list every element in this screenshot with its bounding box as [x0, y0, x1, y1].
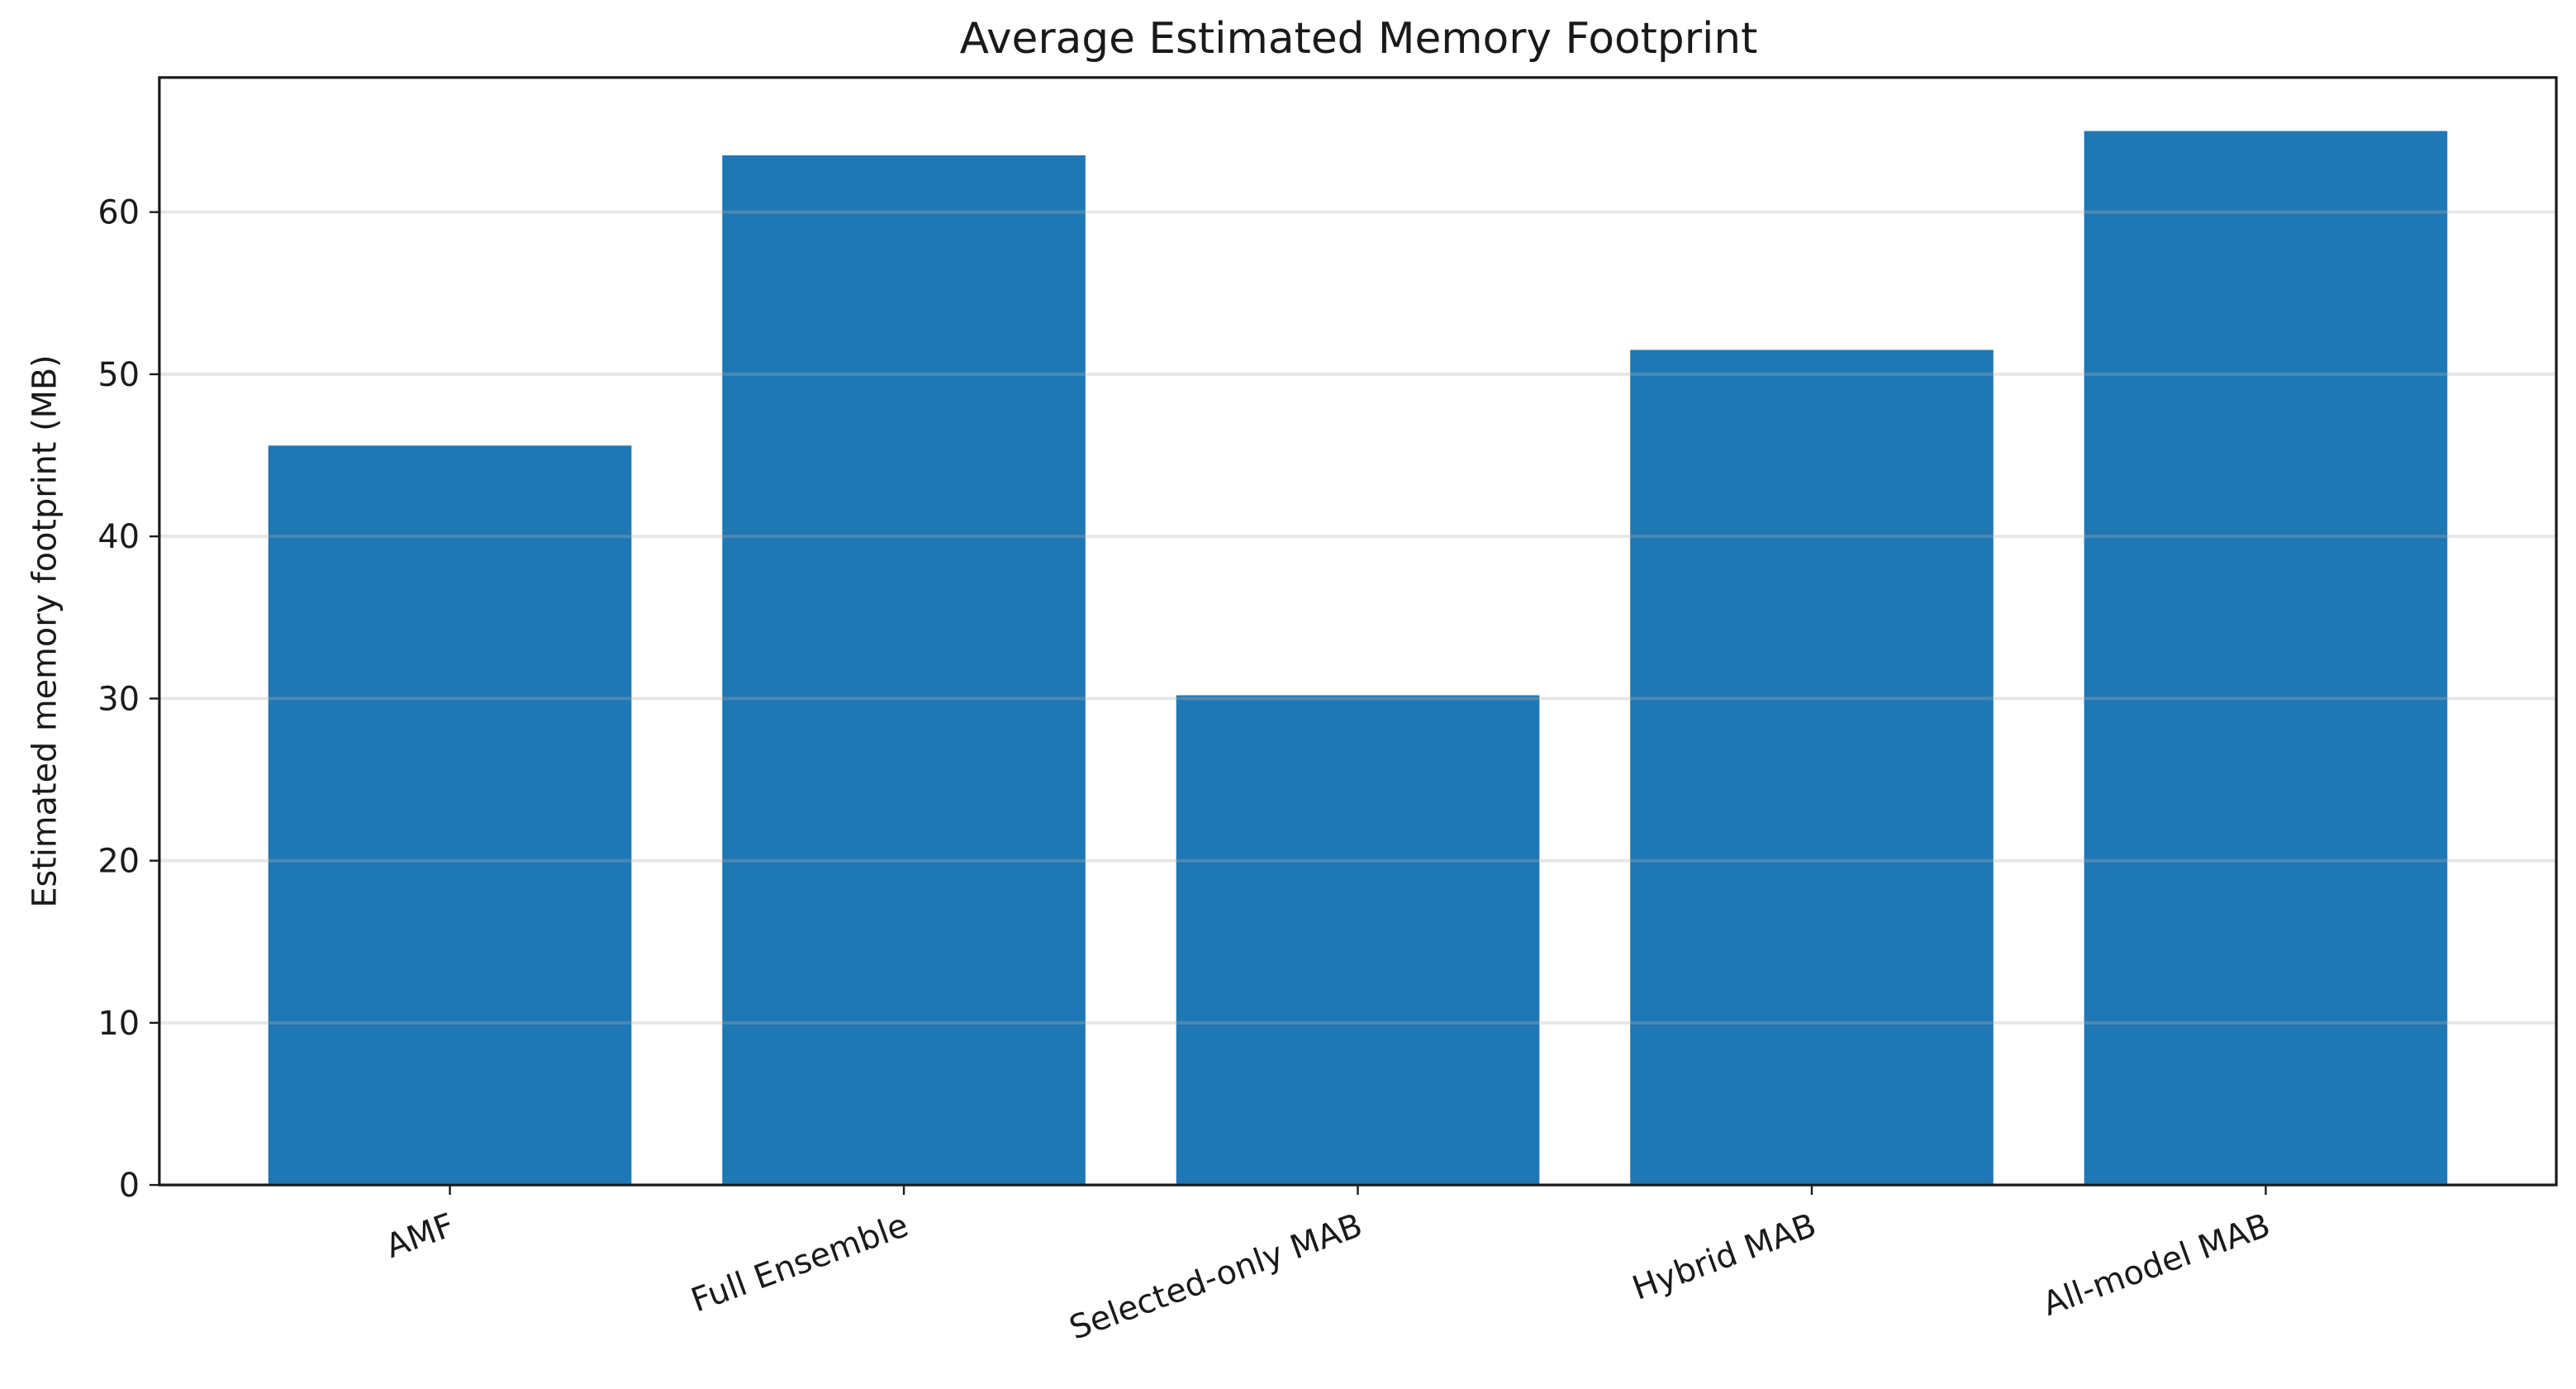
y-tick-label: 10	[97, 1005, 140, 1043]
chart-title: Average Estimated Memory Footprint	[960, 14, 1758, 64]
y-tick-label: 20	[97, 843, 140, 881]
bar	[1630, 350, 1994, 1186]
bar	[268, 445, 632, 1186]
plot-frame	[158, 76, 2558, 1187]
bar	[722, 155, 1086, 1186]
bar	[1176, 695, 1540, 1186]
y-tick-label: 30	[97, 680, 140, 718]
bar	[2084, 131, 2448, 1186]
y-tick-label: 50	[97, 356, 140, 394]
y-tick-label: 40	[97, 518, 140, 556]
y-tick-label: 0	[119, 1167, 140, 1205]
y-axis-label: Estimated memory footprint (MB)	[26, 354, 64, 907]
y-tick-label: 60	[97, 194, 140, 232]
